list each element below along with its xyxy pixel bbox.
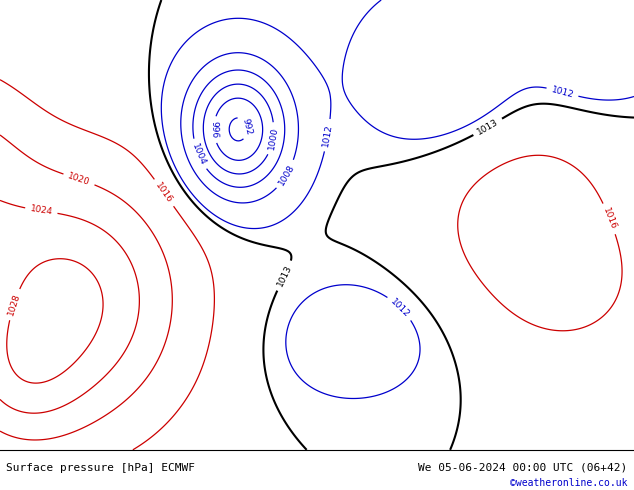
Text: 1024: 1024: [29, 204, 53, 217]
Text: 1012: 1012: [389, 296, 411, 319]
Text: 1013: 1013: [275, 264, 294, 288]
Text: ©weatheronline.co.uk: ©weatheronline.co.uk: [510, 478, 628, 488]
Text: 1008: 1008: [276, 163, 296, 187]
Text: 1012: 1012: [321, 123, 334, 147]
Text: 1000: 1000: [267, 126, 279, 151]
Text: 1013: 1013: [476, 118, 500, 137]
Text: 1012: 1012: [550, 85, 574, 99]
Text: 1016: 1016: [153, 181, 174, 205]
Text: 1004: 1004: [190, 142, 207, 167]
Text: We 05-06-2024 00:00 UTC (06+42): We 05-06-2024 00:00 UTC (06+42): [418, 463, 628, 473]
Text: 1028: 1028: [6, 292, 22, 317]
Text: 996: 996: [209, 121, 219, 138]
Text: Surface pressure [hPa] ECMWF: Surface pressure [hPa] ECMWF: [6, 463, 195, 473]
Text: 1020: 1020: [67, 172, 91, 187]
Text: 1016: 1016: [601, 206, 618, 231]
Text: 992: 992: [240, 117, 254, 136]
